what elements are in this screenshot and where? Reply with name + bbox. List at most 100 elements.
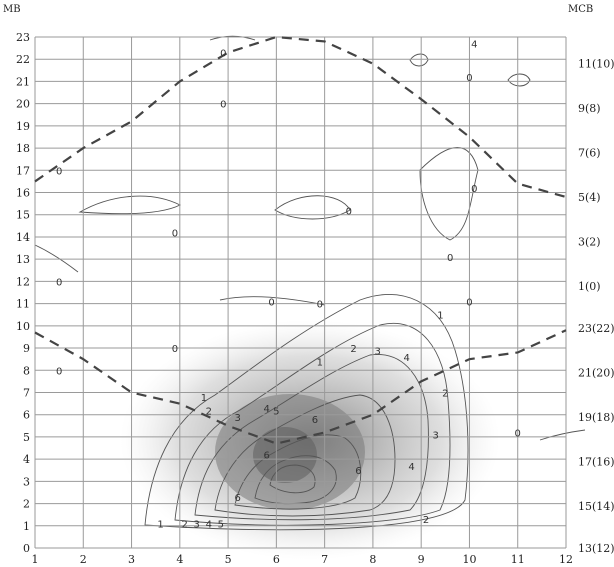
density-shading xyxy=(120,320,500,560)
y-tick-label: 14 xyxy=(16,231,30,244)
contour-label: 1 xyxy=(437,311,443,322)
y-tick-label: 16 xyxy=(16,187,30,200)
y-tick-label: 7 xyxy=(23,386,30,399)
y-tick-label: 1 xyxy=(23,520,30,533)
contour-line xyxy=(419,147,479,241)
y-tick-label: 4 xyxy=(23,453,30,466)
contour-label: 0 xyxy=(447,253,453,264)
right-tick-label: 7(6) xyxy=(578,147,601,160)
grid-lines xyxy=(34,36,567,549)
contour-label: 0 xyxy=(220,100,226,111)
contour-line xyxy=(269,464,316,494)
x-tick-label: 12 xyxy=(559,553,573,566)
contour-label: 0 xyxy=(172,344,178,355)
y-tick-label: 6 xyxy=(23,409,30,422)
x-tick-label: 11 xyxy=(511,553,525,566)
y-tick-label: 22 xyxy=(16,53,30,66)
contour-label: 4 xyxy=(471,40,477,51)
contour-label: 1 xyxy=(317,357,323,368)
contour-label: 2 xyxy=(350,344,356,355)
contour-label: 3 xyxy=(375,346,381,357)
right-tick-label: 19(18) xyxy=(578,411,614,424)
right-tick-label: 9(8) xyxy=(578,102,601,115)
contour-label: 0 xyxy=(56,366,62,377)
x-tick-label: 1 xyxy=(32,553,39,566)
y-tick-label: 13 xyxy=(16,253,30,266)
contour-label: 0 xyxy=(220,49,226,60)
contour-label: 4 xyxy=(264,404,270,415)
contour-label: 2 xyxy=(442,388,448,399)
right-tick-label: 21(20) xyxy=(578,366,614,379)
contour-label: 2 xyxy=(423,515,429,526)
contour-label: 0 xyxy=(466,73,472,84)
x-tick-label: 8 xyxy=(369,553,376,566)
x-tick-label: 2 xyxy=(80,553,87,566)
x-axis-ticks: 1 2 3 4 5 6 7 8 9 10 11 12 xyxy=(32,553,574,566)
right-tick-label: 17(16) xyxy=(578,455,614,468)
y-tick-label: 2 xyxy=(23,498,30,511)
contour-line xyxy=(219,296,326,306)
right-tick-label: 11(10) xyxy=(578,58,614,71)
contour-label: 6 xyxy=(264,451,270,462)
contour-label: 1 xyxy=(157,520,163,531)
contour-line xyxy=(539,429,586,441)
y-tick-label: 3 xyxy=(23,475,30,488)
contour-label: 5 xyxy=(218,520,224,531)
contour-label: 4 xyxy=(408,462,414,473)
contour-label: 4 xyxy=(206,520,212,531)
contour-line xyxy=(34,244,79,273)
dashed-boundaries xyxy=(34,35,567,445)
dashed-boundary-line xyxy=(34,35,567,199)
x-tick-label: 5 xyxy=(225,553,232,566)
contour-label: 5 xyxy=(273,406,279,417)
contour-label: 3 xyxy=(432,431,438,442)
contour-label: 6 xyxy=(355,466,361,477)
contour-label: 3 xyxy=(194,520,200,531)
y-tick-label: 19 xyxy=(16,120,30,133)
y-tick-label: 17 xyxy=(16,164,30,177)
x-tick-label: 7 xyxy=(321,553,328,566)
contour-label: 6 xyxy=(235,493,241,504)
contour-line xyxy=(144,294,469,531)
contour-label: 0 xyxy=(471,184,477,195)
x-tick-label: 3 xyxy=(128,553,135,566)
right-tick-label: 1(0) xyxy=(578,280,601,293)
x-tick-label: 6 xyxy=(273,553,280,566)
right-tick-label: 5(4) xyxy=(578,191,601,204)
y-tick-label: 20 xyxy=(16,98,30,111)
contour-line xyxy=(274,195,351,220)
contour-label: 2 xyxy=(181,520,187,531)
y-tick-label: 15 xyxy=(16,209,30,222)
contour-label: 0 xyxy=(515,428,521,439)
y-tick-label: 18 xyxy=(16,142,30,155)
right-corner-label: МСВ xyxy=(568,4,593,15)
contour-label: 0 xyxy=(466,297,472,308)
right-tick-label: 13(12) xyxy=(578,542,614,555)
right-tick-label: 3(2) xyxy=(578,235,601,248)
contour-line xyxy=(214,394,396,517)
contour-label: 6 xyxy=(312,415,318,426)
contour-label: 3 xyxy=(235,413,241,424)
contour-label: 4 xyxy=(404,353,410,364)
left-corner-label: МВ xyxy=(3,4,21,15)
y-tick-label: 0 xyxy=(23,542,30,555)
contour-line xyxy=(194,354,429,521)
y-tick-label: 8 xyxy=(23,364,30,377)
y-tick-label: 23 xyxy=(16,31,30,44)
right-tick-label: 15(14) xyxy=(578,500,614,513)
y-tick-label: 21 xyxy=(16,75,30,88)
contour-lines xyxy=(34,35,586,531)
contour-label: 1 xyxy=(201,393,207,404)
contour-line xyxy=(174,322,451,526)
y-tick-label: 12 xyxy=(16,275,30,288)
contour-label: 0 xyxy=(172,229,178,240)
contour-line xyxy=(409,53,429,67)
x-tick-label: 10 xyxy=(462,553,476,566)
contour-line xyxy=(209,35,256,41)
contour-label: 0 xyxy=(317,300,323,311)
contour-line xyxy=(78,195,182,215)
y-tick-label: 5 xyxy=(23,431,30,444)
y-tick-label: 10 xyxy=(16,320,30,333)
